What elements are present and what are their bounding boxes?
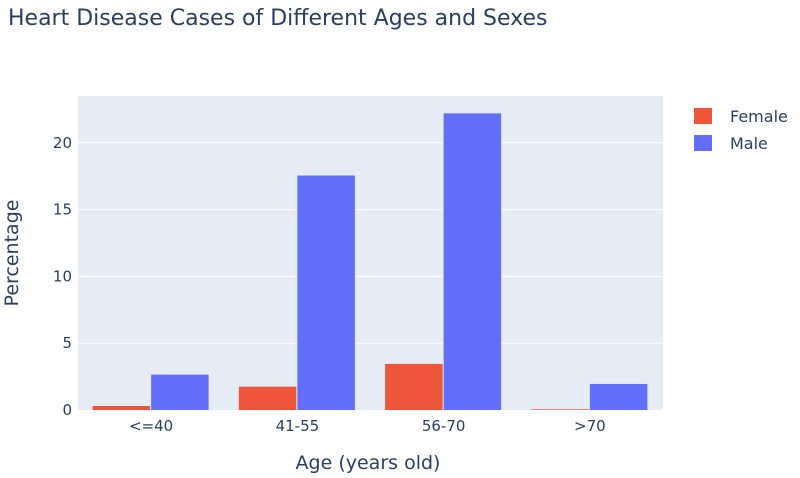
y-axis-title: Percentage [1, 200, 23, 307]
bar-male [151, 374, 209, 410]
y-tick-labels: 0 5 10 15 20 [53, 134, 72, 419]
legend: Female Male [694, 107, 788, 153]
y-tick-label: 5 [62, 334, 72, 352]
bar-female [238, 386, 297, 410]
bar-female [92, 405, 151, 410]
y-tick-label: 0 [62, 401, 72, 419]
bar-female [531, 409, 589, 410]
x-tick-labels: <=40 41-55 56-70 >70 [129, 417, 606, 435]
bar-male [589, 383, 648, 410]
legend-label: Female [730, 107, 788, 126]
plot-background [78, 96, 663, 410]
legend-swatch [694, 108, 712, 124]
y-tick-label: 10 [53, 267, 72, 285]
bar-male [297, 175, 355, 410]
x-axis-title: Age (years old) [296, 452, 441, 474]
bar-female [385, 363, 443, 410]
bar-male [443, 113, 502, 411]
gridlines [78, 142, 663, 344]
y-tick-label: 20 [53, 134, 72, 152]
bars [92, 113, 648, 411]
x-tick-label: 41-55 [276, 417, 320, 435]
x-tick-label: >70 [574, 417, 606, 435]
x-tick-label: 56-70 [422, 417, 466, 435]
chart-title: Heart Disease Cases of Different Ages an… [8, 6, 547, 31]
legend-swatch [694, 135, 712, 151]
y-tick-label: 15 [53, 201, 72, 219]
x-tick-label: <=40 [129, 417, 173, 435]
legend-label: Male [730, 134, 768, 153]
